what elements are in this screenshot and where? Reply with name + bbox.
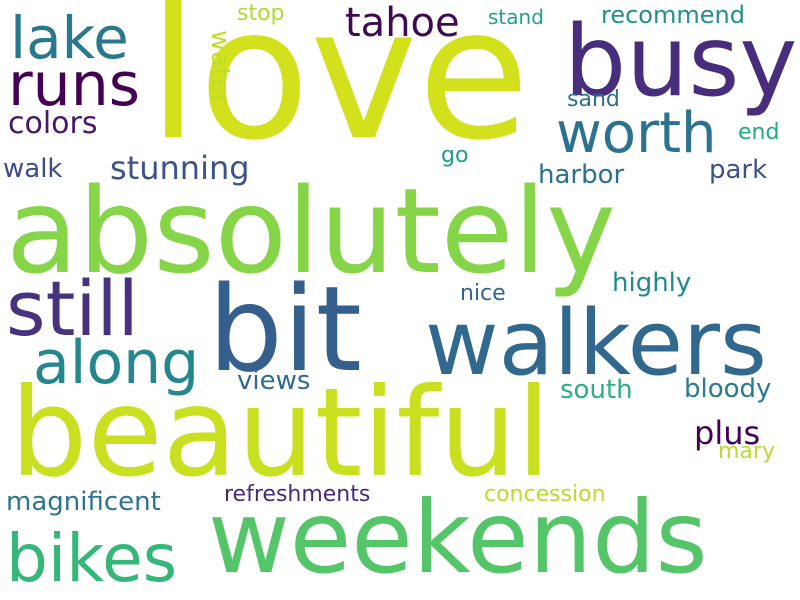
word-concession: concession [484,482,606,507]
word-stunning: stunning [110,149,250,187]
word-weekends: weekends [208,479,708,596]
word-water: water [205,30,235,105]
word-lake: lake [10,4,129,72]
word-magnificent: magnificent [6,487,161,517]
word-runs: runs [8,50,140,120]
word-busy: busy [564,5,798,119]
word-highly: highly [612,268,692,298]
word-sand: sand [567,87,620,112]
word-still: still [6,264,139,353]
word-walk: walk [3,154,63,184]
word-colors: colors [8,106,98,141]
word-walkers: walkers [425,291,767,396]
word-beautiful: beautiful [10,362,551,504]
word-park: park [709,155,768,185]
word-bloody: bloody [684,374,772,404]
word-end: end [738,120,780,145]
word-go: go [441,143,469,168]
word-stop: stop [237,1,285,26]
word-bikes: bikes [6,520,178,597]
word-love: love [148,0,530,180]
word-stand: stand [488,5,544,29]
word-along: along [33,328,200,398]
word-bit: bit [208,260,362,398]
word-absolutely: absolutely [6,162,616,300]
word-refreshments: refreshments [224,482,371,507]
word-worth: worth [556,101,717,166]
word-south: south [560,375,633,405]
word-mary: mary [718,439,775,464]
word-tahoe: tahoe [345,0,460,46]
word-views: views [237,366,311,396]
word-plus: plus [694,414,761,452]
word-recommend: recommend [601,1,745,29]
word-nice: nice [460,281,506,306]
word-harbor: harbor [538,160,625,190]
